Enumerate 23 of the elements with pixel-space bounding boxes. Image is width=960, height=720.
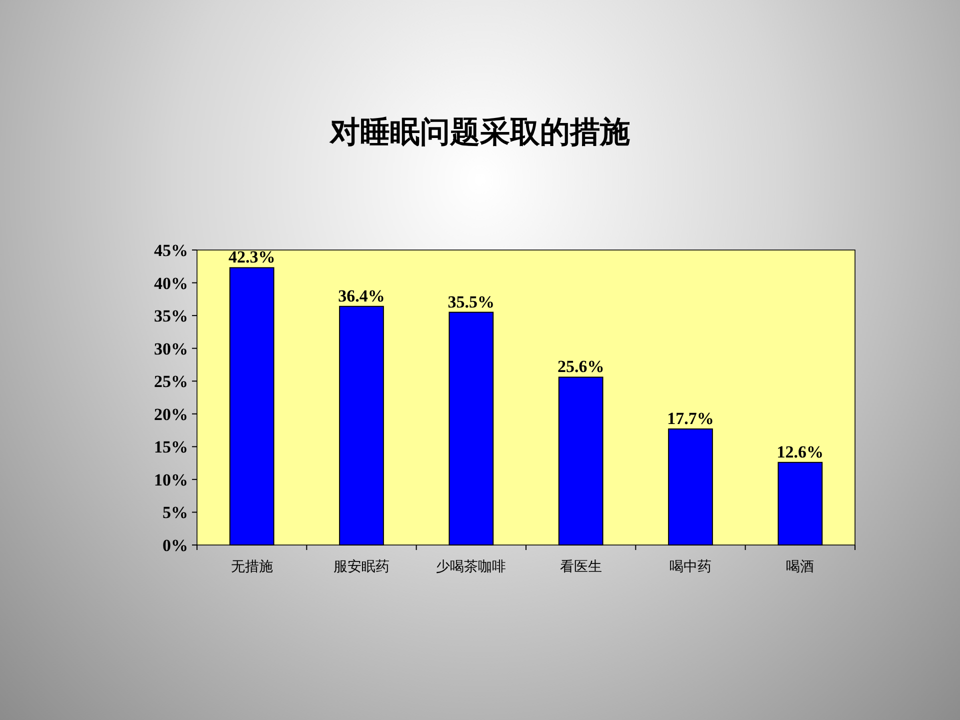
y-tick-label: 5% <box>162 503 188 522</box>
y-tick-label: 10% <box>154 470 188 490</box>
data-label: 36.4% <box>338 286 385 306</box>
data-label: 42.3% <box>228 248 276 267</box>
x-tick-label: 无措施 <box>230 559 273 575</box>
y-tick-label: 40% <box>154 274 188 293</box>
y-tick-label: 35% <box>154 306 188 326</box>
chart-title: 对睡眠问题采取的措施 <box>329 116 630 149</box>
data-label: 12.6% <box>776 442 824 462</box>
y-tick-label: 45% <box>154 241 188 260</box>
x-tick-label: 喝中药 <box>670 559 712 575</box>
x-tick-label: 喝酒 <box>786 559 814 575</box>
data-label: 25.6% <box>557 357 604 376</box>
data-label: 35.5% <box>448 292 495 312</box>
y-tick-label: 15% <box>154 438 188 457</box>
data-label: 17.7% <box>667 408 714 428</box>
x-tick-label: 服安眠药 <box>334 559 390 575</box>
y-tick-label: 0% <box>162 536 188 555</box>
x-tick-label: 看医生 <box>560 559 602 575</box>
x-tick-label: 少喝茶咖啡 <box>436 559 506 575</box>
y-tick-label: 20% <box>154 404 188 424</box>
y-tick-label: 25% <box>154 372 188 392</box>
y-tick-label: 30% <box>154 339 188 358</box>
